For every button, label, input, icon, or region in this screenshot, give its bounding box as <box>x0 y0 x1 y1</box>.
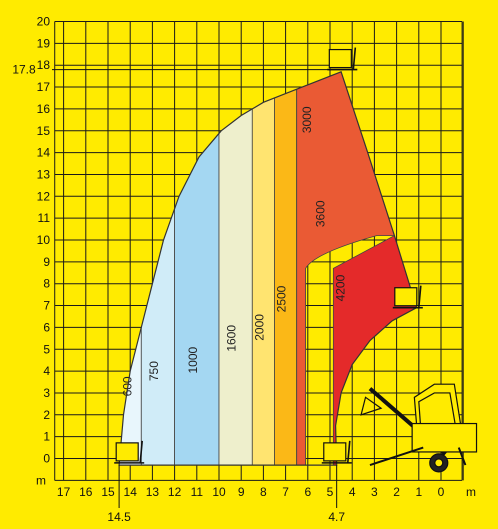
x-tick-label: 0 <box>438 485 445 499</box>
x-tick-label: 12 <box>168 485 182 499</box>
x-tick-label: 4 <box>349 485 356 499</box>
load-zone-3600 <box>296 71 417 466</box>
telehandler-drawing <box>114 47 478 473</box>
x-tick-label: 6 <box>304 485 311 499</box>
y-tick-label: 2 <box>43 408 50 422</box>
pallet <box>323 442 347 462</box>
forks-min-reach <box>321 440 352 464</box>
y-axis-unit: m <box>36 473 46 487</box>
y-tick-label: 17 <box>37 80 51 94</box>
y-tick-label: 3 <box>43 386 50 400</box>
y-tick-label: 7 <box>43 299 50 313</box>
x-tick-label: 8 <box>260 485 267 499</box>
y-tick-label: 0 <box>43 452 50 466</box>
envelope-outline <box>118 71 418 466</box>
y-tick-label: 6 <box>43 320 50 334</box>
zone-label-4200: 4200 <box>333 274 347 301</box>
pallet <box>394 287 418 307</box>
max-height-label: 17.8 <box>12 63 36 77</box>
y-tick-label: 1 <box>43 430 50 444</box>
y-tick-label: 9 <box>43 255 50 269</box>
y-tick-label: 8 <box>43 277 50 291</box>
max-reach-label: 14.5 <box>107 510 131 524</box>
x-tick-label: 1 <box>415 485 422 499</box>
zone-label-3000: 3000 <box>300 106 314 133</box>
zone-label-750: 750 <box>147 361 161 381</box>
fork-tine <box>321 440 352 464</box>
y-tick-label: 10 <box>37 233 51 247</box>
x-tick-label: 16 <box>79 485 93 499</box>
zone-label-2000: 2000 <box>252 314 266 341</box>
stabiliser-legs <box>369 446 467 467</box>
wheel-front-hub <box>434 458 444 468</box>
x-tick-label: 15 <box>101 485 115 499</box>
fork-tine <box>114 440 145 464</box>
y-tick-label: 12 <box>37 189 51 203</box>
forks-mid <box>392 285 423 309</box>
x-tick-label: 9 <box>238 485 245 499</box>
x-tick-label: 14 <box>124 485 138 499</box>
zone-label-2500: 2500 <box>275 285 289 312</box>
y-tick-label: 13 <box>37 167 51 181</box>
callouts: 17.8 14.5 4.7 <box>12 63 345 524</box>
y-tick-label: 14 <box>37 146 51 160</box>
x-tick-label: 17 <box>57 485 71 499</box>
boom-head <box>360 396 383 416</box>
x-tick-label: 2 <box>393 485 400 499</box>
chassis <box>411 422 478 453</box>
pallet <box>115 442 139 462</box>
x-tick-label: 10 <box>212 485 226 499</box>
y-tick-label: 11 <box>38 211 51 225</box>
y-tick-label: 15 <box>37 124 51 138</box>
x-tick-label: 5 <box>327 485 334 499</box>
zone-label-3600: 3600 <box>313 200 327 227</box>
load-zone-1600 <box>218 71 253 466</box>
boom-outline <box>118 71 418 466</box>
y-tick-label: 5 <box>43 342 50 356</box>
y-tick-label: 4 <box>43 364 50 378</box>
y-tick-label: 20 <box>37 15 51 29</box>
forks-max-reach <box>114 440 145 464</box>
x-tick-label: 3 <box>371 485 378 499</box>
zone-label-1600: 1600 <box>225 325 239 352</box>
y-tick-label: 18 <box>37 58 51 72</box>
min-reach-label: 4.7 <box>328 510 345 524</box>
pallet <box>328 48 352 69</box>
x-tick-label: 7 <box>282 485 289 499</box>
x-tick-label: 13 <box>146 485 160 499</box>
y-tick-label: 19 <box>37 36 51 50</box>
x-axis-unit: m <box>466 485 476 499</box>
fork-tine <box>392 285 423 309</box>
x-tick-label: 11 <box>191 485 204 499</box>
zone-label-1000: 1000 <box>186 347 200 374</box>
y-tick-label: 16 <box>37 102 51 116</box>
